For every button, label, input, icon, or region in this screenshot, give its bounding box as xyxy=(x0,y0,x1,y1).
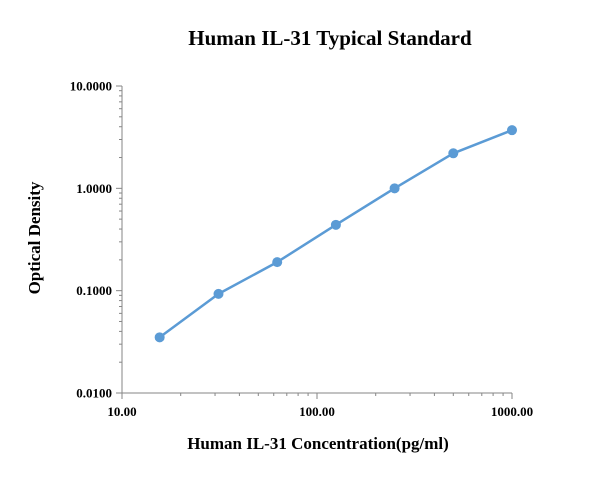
chart-title: Human IL-31 Typical Standard xyxy=(188,26,472,50)
y-tick-label: 0.0100 xyxy=(76,386,112,401)
y-tick-label: 10.0000 xyxy=(70,79,112,94)
x-tick-label: 100.00 xyxy=(299,404,335,419)
series-line xyxy=(158,129,513,339)
data-point xyxy=(448,148,459,159)
series-layer xyxy=(154,125,517,343)
y-tick-label: 0.1000 xyxy=(76,283,112,298)
x-tick-label: 10.00 xyxy=(107,404,136,419)
data-point xyxy=(272,257,283,268)
y-tick-label: 1.0000 xyxy=(76,181,112,196)
ticks: 0.0100 0.1000 1.0000 10.0000 10.00 100.00 1000… xyxy=(70,79,533,420)
y-axis-title: Optical Density xyxy=(25,181,44,294)
x-tick-label: 1000.00 xyxy=(491,404,533,419)
data-point xyxy=(507,125,517,136)
axes xyxy=(121,86,512,394)
data-point xyxy=(154,332,165,343)
data-point xyxy=(389,183,400,194)
data-point xyxy=(330,219,341,230)
data-point xyxy=(213,288,224,299)
x-axis-title: Human IL-31 Concentration(pg/ml) xyxy=(187,434,449,453)
